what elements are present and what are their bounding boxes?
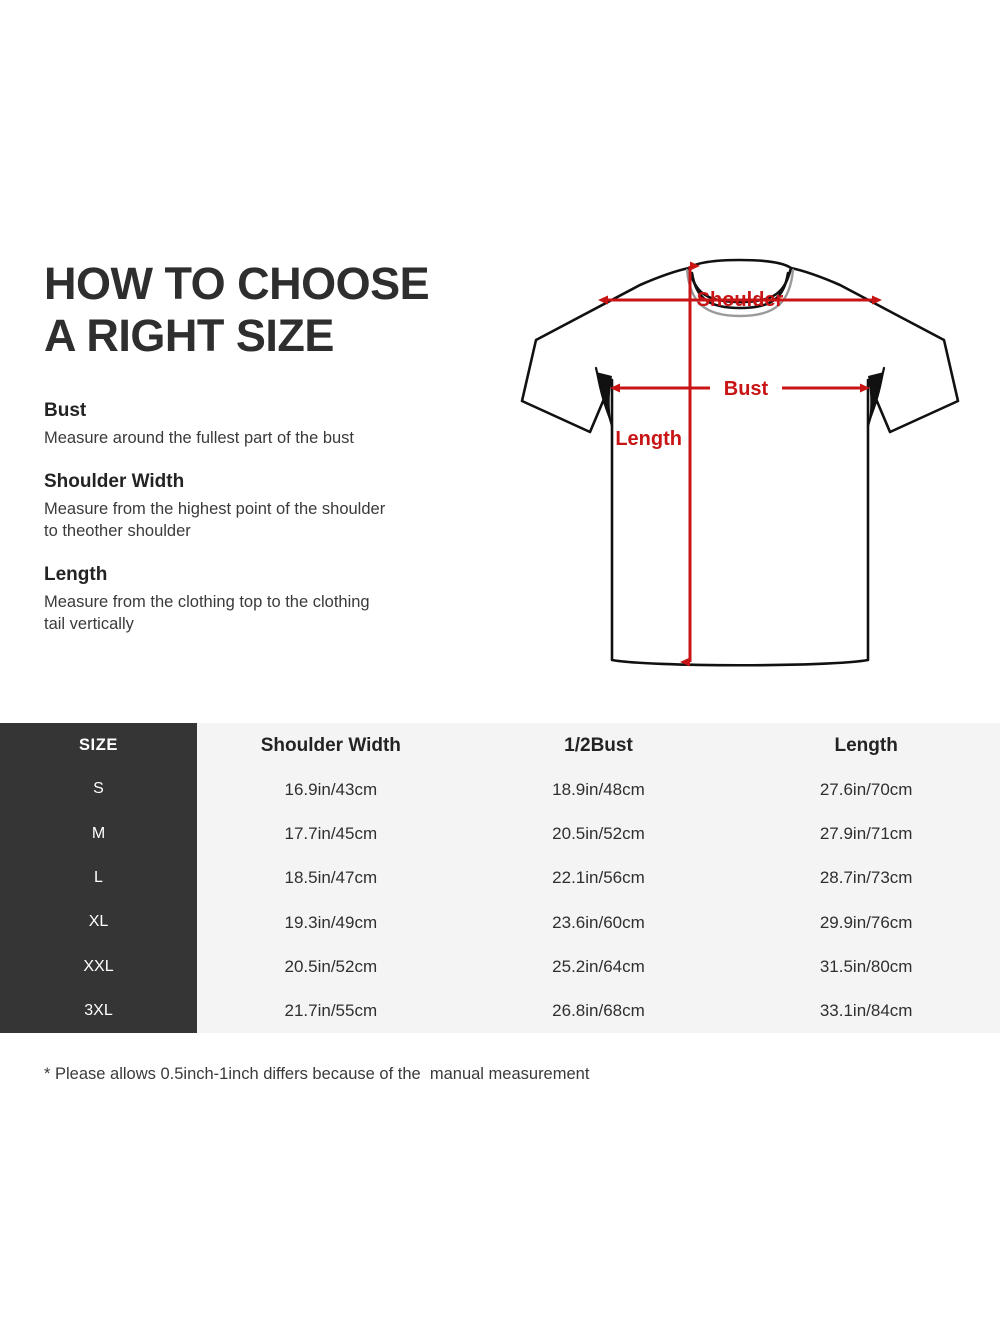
- row-half-bust: 20.5in/52cm: [552, 824, 645, 844]
- bust-label-backdrop: [710, 374, 782, 402]
- measurement-desc-shoulder-width: Measure from the highest point of the sh…: [44, 499, 386, 540]
- row-size-label: L: [94, 868, 103, 886]
- row-length: 27.9in/71cm: [819, 824, 913, 844]
- row-shoulder-width: 16.9in/43cm: [284, 779, 378, 799]
- measurement-term-shoulder-width: Shoulder Width: [44, 471, 185, 493]
- header-size: SIZE: [78, 735, 119, 754]
- row-shoulder-width: 17.7in/45cm: [284, 824, 378, 844]
- row-half-bust: 18.9in/48cm: [552, 779, 645, 799]
- measurement-bust: Bust Measure around the fullest part of …: [44, 400, 474, 450]
- row-length: 28.7in/73cm: [819, 868, 913, 888]
- row-length: 29.9in/76cm: [819, 912, 913, 932]
- header-length: Length: [834, 734, 898, 756]
- size-column-background: [0, 723, 197, 1033]
- tshirt-body-shape: [520, 266, 960, 667]
- row-size-label: 3XL: [84, 1001, 113, 1019]
- row-shoulder-width: 19.3in/49cm: [284, 912, 378, 932]
- left-sleeve-seam: [594, 366, 614, 428]
- measurement-length: Length Measure from the clothing top to …: [44, 564, 474, 636]
- row-length: 27.6in/70cm: [819, 779, 913, 799]
- measurement-desc-bust: Measure around the fullest part of the b…: [44, 429, 355, 448]
- row-shoulder-width: 21.7in/55cm: [284, 1001, 378, 1021]
- measurement-term-length: Length: [44, 563, 108, 585]
- right-sleeve-seam: [866, 366, 886, 428]
- row-half-bust: 23.6in/60cm: [552, 912, 645, 932]
- row-half-bust: 26.8in/68cm: [552, 1001, 645, 1021]
- header-shoulder-width: Shoulder Width: [260, 734, 401, 756]
- measurement-term-bust: Bust: [44, 400, 87, 422]
- collar-top-edge: [687, 258, 793, 270]
- size-chart-grid: SIZE Shoulder Width 1/2Bust Length S 16.…: [0, 723, 1000, 1033]
- row-size-label: XXL: [83, 957, 114, 975]
- row-size-label: S: [93, 780, 104, 798]
- length-arrow-label: Length: [615, 428, 682, 450]
- size-chart-table: SIZE Shoulder Width 1/2Bust Length S 16.…: [0, 723, 1000, 1033]
- row-length: 33.1in/84cm: [819, 1001, 913, 1021]
- row-half-bust: 22.1in/56cm: [552, 868, 645, 888]
- page-title: HOW TO CHOOSE A RIGHT SIZE: [44, 258, 430, 362]
- tshirt-diagram: Shoulder Bust Length: [500, 240, 980, 700]
- row-half-bust: 25.2in/64cm: [552, 957, 645, 977]
- measurement-desc-length: Measure from the clothing top to the clo…: [44, 592, 370, 633]
- row-size-label: XL: [88, 913, 109, 931]
- measurement-shoulder-width: Shoulder Width Measure from the highest …: [44, 471, 474, 543]
- top-section: HOW TO CHOOSE A RIGHT SIZE Bust Measure …: [44, 240, 980, 700]
- header-half-bust: 1/2Bust: [564, 734, 633, 756]
- row-shoulder-width: 20.5in/52cm: [284, 957, 378, 977]
- info-panel: HOW TO CHOOSE A RIGHT SIZE Bust Measure …: [44, 258, 474, 635]
- tshirt-outline-group: [520, 258, 960, 667]
- measurement-disclaimer: * Please allows 0.5inch-1inch differs be…: [44, 1065, 590, 1083]
- row-shoulder-width: 18.5in/47cm: [284, 868, 378, 888]
- row-size-label: M: [91, 824, 106, 842]
- shoulder-arrow-label: Shoulder: [697, 289, 784, 311]
- row-length: 31.5in/80cm: [819, 957, 913, 977]
- bust-arrow-label: Bust: [724, 378, 769, 400]
